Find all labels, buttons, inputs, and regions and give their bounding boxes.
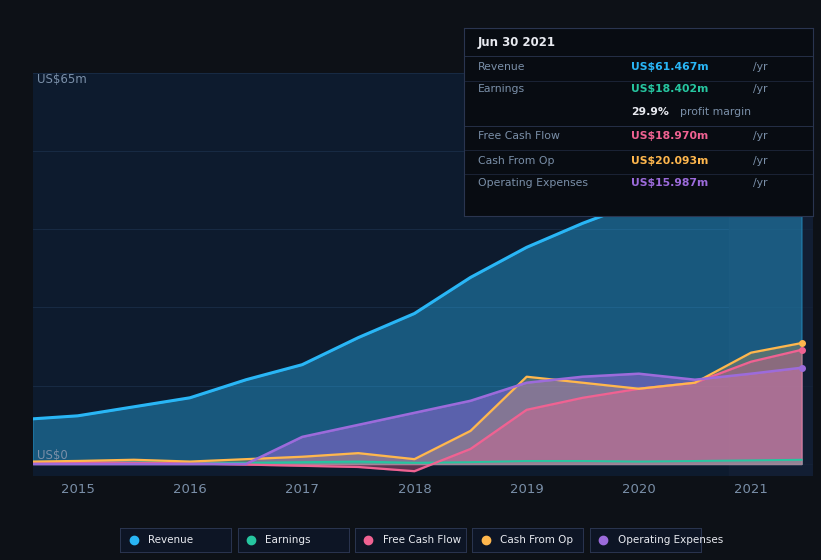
Text: Earnings: Earnings xyxy=(478,84,525,94)
Text: Operating Expenses: Operating Expenses xyxy=(617,535,722,545)
Text: Revenue: Revenue xyxy=(148,535,193,545)
Text: Free Cash Flow: Free Cash Flow xyxy=(383,535,461,545)
Text: US$20.093m: US$20.093m xyxy=(631,156,709,166)
Text: Cash From Op: Cash From Op xyxy=(478,156,554,166)
Text: US$0: US$0 xyxy=(37,449,67,462)
Text: 29.9%: 29.9% xyxy=(631,107,669,117)
Text: US$61.467m: US$61.467m xyxy=(631,62,709,72)
Text: /yr: /yr xyxy=(754,131,768,141)
Text: Operating Expenses: Operating Expenses xyxy=(478,178,588,188)
Text: Free Cash Flow: Free Cash Flow xyxy=(478,131,560,141)
Text: Jun 30 2021: Jun 30 2021 xyxy=(478,35,556,49)
Text: US$18.402m: US$18.402m xyxy=(631,84,709,94)
Text: /yr: /yr xyxy=(754,62,768,72)
Text: Earnings: Earnings xyxy=(265,535,311,545)
Text: US$15.987m: US$15.987m xyxy=(631,178,709,188)
Text: US$65m: US$65m xyxy=(37,73,86,86)
Text: /yr: /yr xyxy=(754,84,768,94)
Bar xyxy=(728,73,813,476)
Text: Revenue: Revenue xyxy=(478,62,525,72)
Text: /yr: /yr xyxy=(754,156,768,166)
Text: US$18.970m: US$18.970m xyxy=(631,131,709,141)
Text: profit margin: profit margin xyxy=(680,107,751,117)
Text: Cash From Op: Cash From Op xyxy=(500,535,573,545)
Text: /yr: /yr xyxy=(754,178,768,188)
